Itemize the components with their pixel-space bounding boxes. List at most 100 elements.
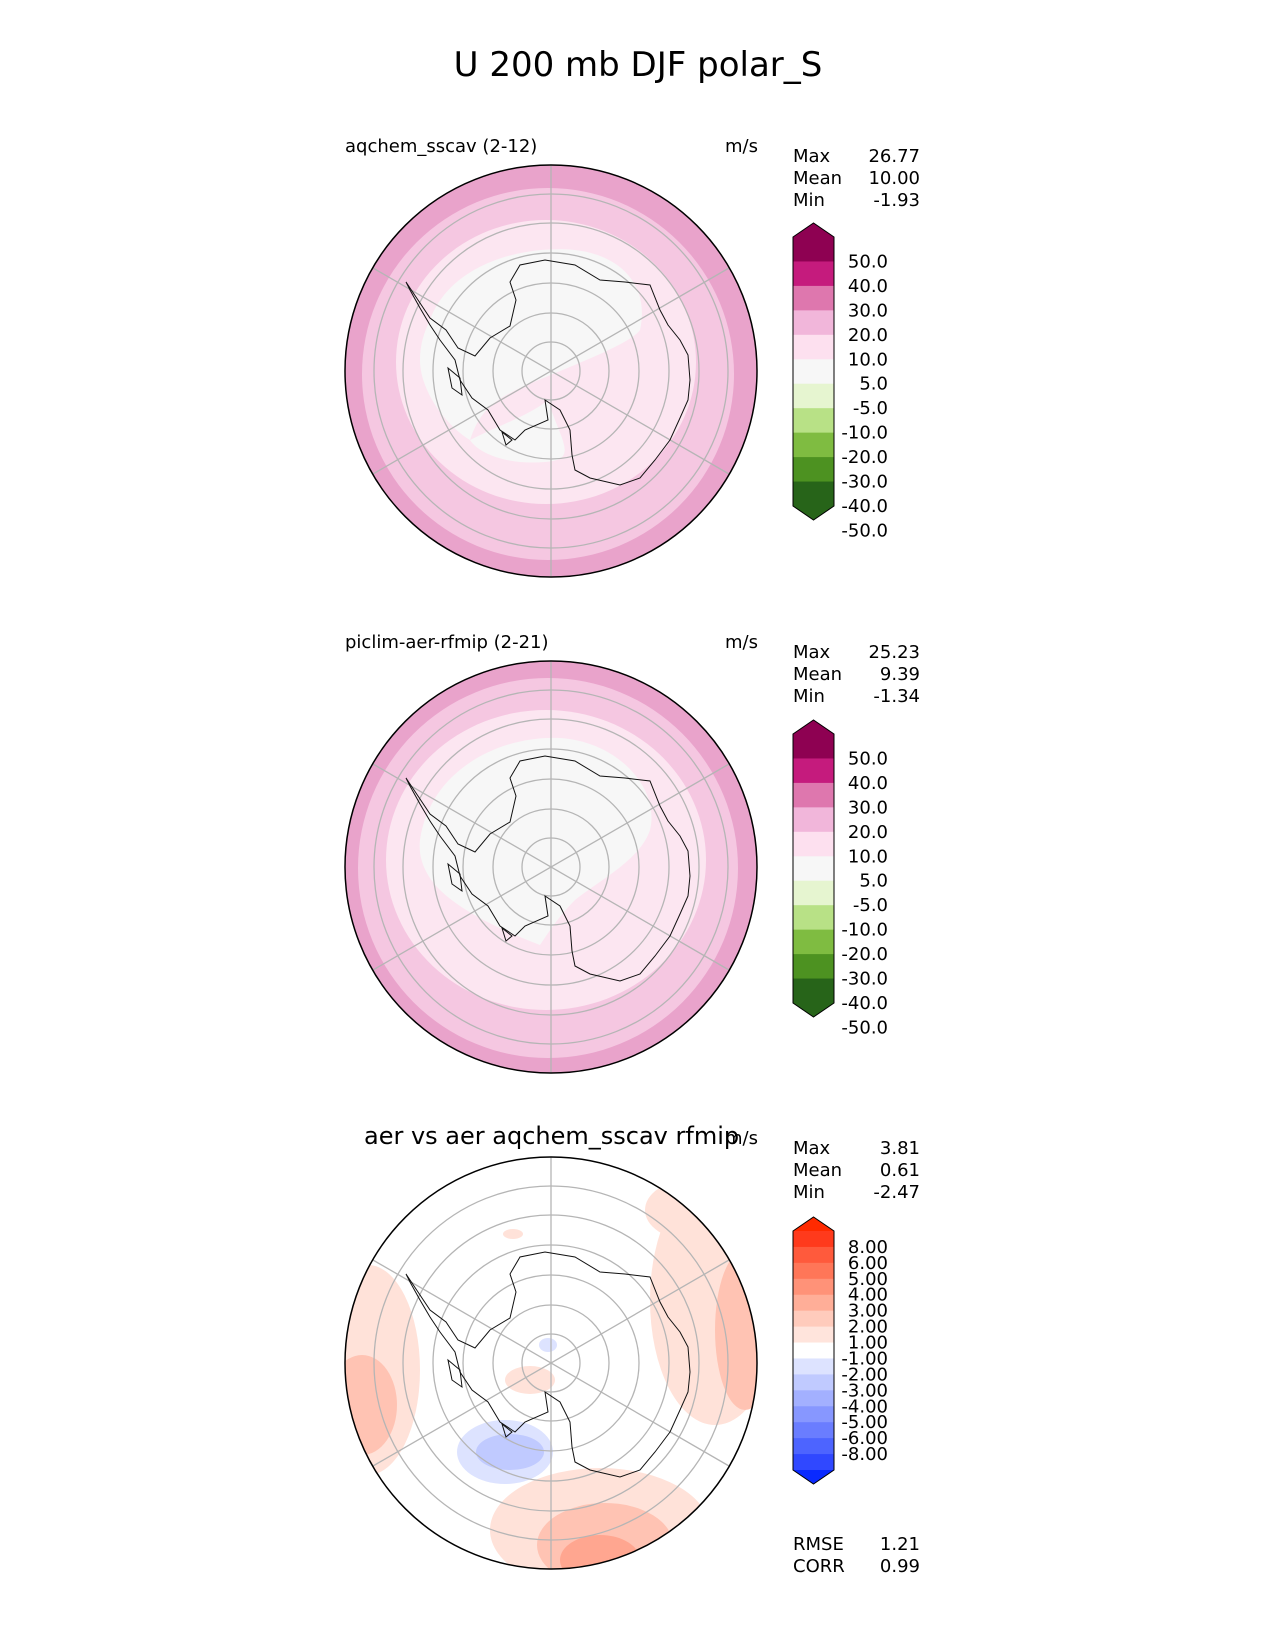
colorbar-tick-label: 10.0 <box>848 846 888 867</box>
stat-value-max: 3.81 <box>880 1138 920 1159</box>
colorbar-tick-label: 1.00 <box>848 1333 888 1354</box>
panel-difference: aer vs aer aqchem_sscav rfmip m/s <box>344 1122 920 1577</box>
colorbar-tick-label: -40.0 <box>841 993 888 1014</box>
colorbar-segment <box>793 1262 834 1280</box>
colorbar-segment <box>793 1390 834 1407</box>
stat-label-corr: CORR <box>793 1556 845 1577</box>
colorbar-tick-label: -50.0 <box>841 520 888 541</box>
colorbar-tick-label: -4.00 <box>841 1396 888 1417</box>
stat-label-max: Max <box>793 1138 831 1159</box>
field-negative <box>539 1338 557 1352</box>
stat-value-mean: 10.00 <box>868 168 920 189</box>
colorbar-segment <box>793 285 834 311</box>
colorbar: 8.006.005.004.003.002.001.00-1.00-2.00-3… <box>792 1216 888 1485</box>
colorbar-extend-max <box>793 223 834 237</box>
colorbar-tick-label: 5.0 <box>859 374 888 395</box>
colorbar-segment <box>793 1374 834 1391</box>
colorbar-segment <box>793 880 834 906</box>
field-core <box>420 249 642 440</box>
colorbar-tick-label: -10.0 <box>841 920 888 941</box>
panel-reference: piclim-aer-rfmip (2-21) m/s Max 25.23 Me… <box>344 632 920 1074</box>
field-core <box>470 400 565 463</box>
stat-label-min: Min <box>793 686 825 707</box>
colorbar-outline <box>792 222 835 521</box>
colorbar-tick-label: 30.0 <box>848 797 888 818</box>
colorbar-segment <box>793 856 834 882</box>
colorbar-extend-max <box>793 720 834 734</box>
stat-label-min: Min <box>793 1182 825 1203</box>
colorbar-tick-label: -1.00 <box>841 1348 888 1369</box>
colorbar-segment <box>793 432 834 458</box>
polar-map <box>345 1157 757 1569</box>
colorbar-segment <box>793 1422 834 1439</box>
colorbar-tick-label: -20.0 <box>841 447 888 468</box>
colorbar-tick-label: 20.0 <box>848 325 888 346</box>
colorbar-tick-label: 3.00 <box>848 1301 888 1322</box>
colorbar-segment <box>793 383 834 409</box>
colorbar-tick-label: -5.00 <box>841 1412 888 1433</box>
colorbar-tick-label: 10.0 <box>848 349 888 370</box>
panel-units: m/s <box>725 1128 758 1149</box>
stat-value-rmse: 1.21 <box>880 1534 920 1555</box>
stat-value-min: -1.93 <box>873 190 920 211</box>
stat-label-rmse: RMSE <box>793 1534 844 1555</box>
colorbar-tick-label: 40.0 <box>848 276 888 297</box>
colorbar-segment <box>793 782 834 808</box>
colorbar-segment <box>793 1358 834 1375</box>
colorbar-segment <box>793 978 834 1004</box>
stat-value-max: 25.23 <box>868 642 920 663</box>
figure-title: U 200 mb DJF polar_S <box>454 45 823 85</box>
colorbar-tick-label: 8.00 <box>848 1237 888 1258</box>
colorbar-tick-label: -6.00 <box>841 1428 888 1449</box>
map-boundary <box>344 164 758 578</box>
stat-value-min: -2.47 <box>873 1182 920 1203</box>
colorbar-tick-label: -30.0 <box>841 472 888 493</box>
error-stats: RMSE 1.21 CORR 0.99 <box>793 1534 920 1577</box>
coastline <box>405 1251 691 1478</box>
colorbar-segment <box>793 334 834 360</box>
colorbar: 50.0 40.0 30.0 20.0 10.0 5.0 -5.0 -10.0 -20.0 -30… <box>792 222 888 541</box>
colorbar-segment <box>793 481 834 507</box>
colorbar-segment <box>793 261 834 287</box>
colorbar-tick-label: -2.00 <box>841 1364 888 1385</box>
colorbar-segment <box>793 1454 834 1471</box>
colorbar-segment <box>793 237 834 262</box>
colorbar-segment <box>793 929 834 955</box>
stats-block: Max 3.81 Mean 0.61 Min -2.47 <box>793 1138 920 1203</box>
stat-value-mean: 0.61 <box>880 1160 920 1181</box>
colorbar-segment <box>793 954 834 980</box>
stats-block: Max 25.23 Mean 9.39 Min -1.34 <box>793 642 920 707</box>
field-negative <box>476 1434 544 1470</box>
colorbar-tick-label: 50.0 <box>848 748 888 769</box>
colorbar-segment <box>793 408 834 434</box>
colorbar-segment <box>793 1294 834 1312</box>
map-boundary <box>344 1156 758 1570</box>
colorbar-tick-label: 5.00 <box>848 1269 888 1290</box>
colorbar-extend-min <box>793 1003 834 1017</box>
colorbar-segment <box>793 1246 834 1264</box>
colorbar-extend-max <box>793 1217 834 1231</box>
panel-units: m/s <box>725 632 758 653</box>
coastline <box>405 755 691 982</box>
field-positive <box>560 1535 640 1569</box>
panel-title: aqchem_sscav (2-12) <box>345 136 537 157</box>
colorbar-tick-label: 6.00 <box>848 1253 888 1274</box>
stat-value-max: 26.77 <box>868 146 920 167</box>
colorbar-tick-label: 40.0 <box>848 773 888 794</box>
colorbar-outline <box>792 719 835 1018</box>
colorbar-segment <box>793 1438 834 1455</box>
colorbar-tick-label: -3.00 <box>841 1380 888 1401</box>
stat-label-max: Max <box>793 642 831 663</box>
panel-title: piclim-aer-rfmip (2-21) <box>345 632 549 653</box>
colorbar-tick-label: -8.00 <box>841 1444 888 1465</box>
colorbar-segment <box>793 1231 834 1248</box>
colorbar-segment <box>793 807 834 833</box>
stat-value-corr: 0.99 <box>880 1556 920 1577</box>
map-boundary <box>344 660 758 1074</box>
colorbar-segment <box>793 1326 834 1344</box>
stat-label-mean: Mean <box>793 664 842 685</box>
colorbar-extend-min <box>793 1470 834 1484</box>
stat-label-mean: Mean <box>793 1160 842 1181</box>
stat-label-mean: Mean <box>793 168 842 189</box>
